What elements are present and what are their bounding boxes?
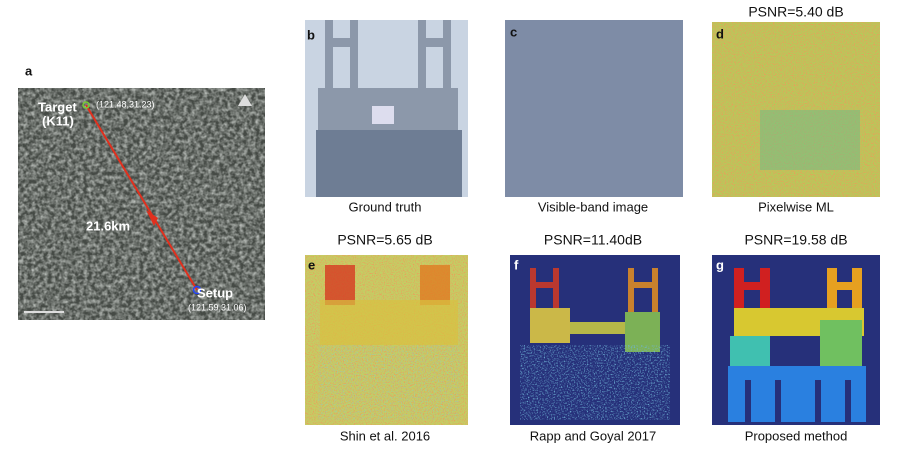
map-panel [18, 88, 265, 320]
panel-letter: f [514, 257, 519, 272]
caption: Ground truth [349, 199, 422, 214]
caption: Pixelwise ML [758, 199, 834, 214]
map-coords: (121.48,31.23) [96, 99, 155, 109]
image-panel [305, 255, 468, 425]
map-label: Target [38, 99, 77, 114]
caption: Visible-band image [538, 199, 648, 214]
psnr-title: PSNR=19.58 dB [744, 232, 847, 248]
psnr-title: PSNR=5.40 dB [748, 4, 843, 20]
psnr-title: PSNR=11.40dB [544, 232, 642, 248]
panel-letter: b [307, 27, 315, 42]
image-panel [505, 20, 683, 197]
panel-letter: e [308, 257, 315, 272]
caption: Proposed method [745, 428, 848, 443]
panel-letter: d [716, 26, 724, 41]
caption: Rapp and Goyal 2017 [530, 428, 656, 443]
panel-letter: g [716, 257, 724, 272]
image-panel [712, 255, 880, 425]
map-coords: (121.59,31.06) [188, 302, 247, 312]
image-panel [510, 255, 680, 425]
caption: Shin et al. 2016 [340, 428, 430, 443]
image-panel [305, 20, 468, 197]
map-label: (K11) [42, 113, 74, 128]
panel-letter: c [510, 24, 517, 39]
image-panel [712, 22, 880, 197]
psnr-title: PSNR=5.65 dB [337, 232, 432, 248]
map-label: Setup [197, 285, 233, 300]
map-distance: 21.6km [86, 218, 130, 233]
panel-letter: a [25, 63, 33, 78]
